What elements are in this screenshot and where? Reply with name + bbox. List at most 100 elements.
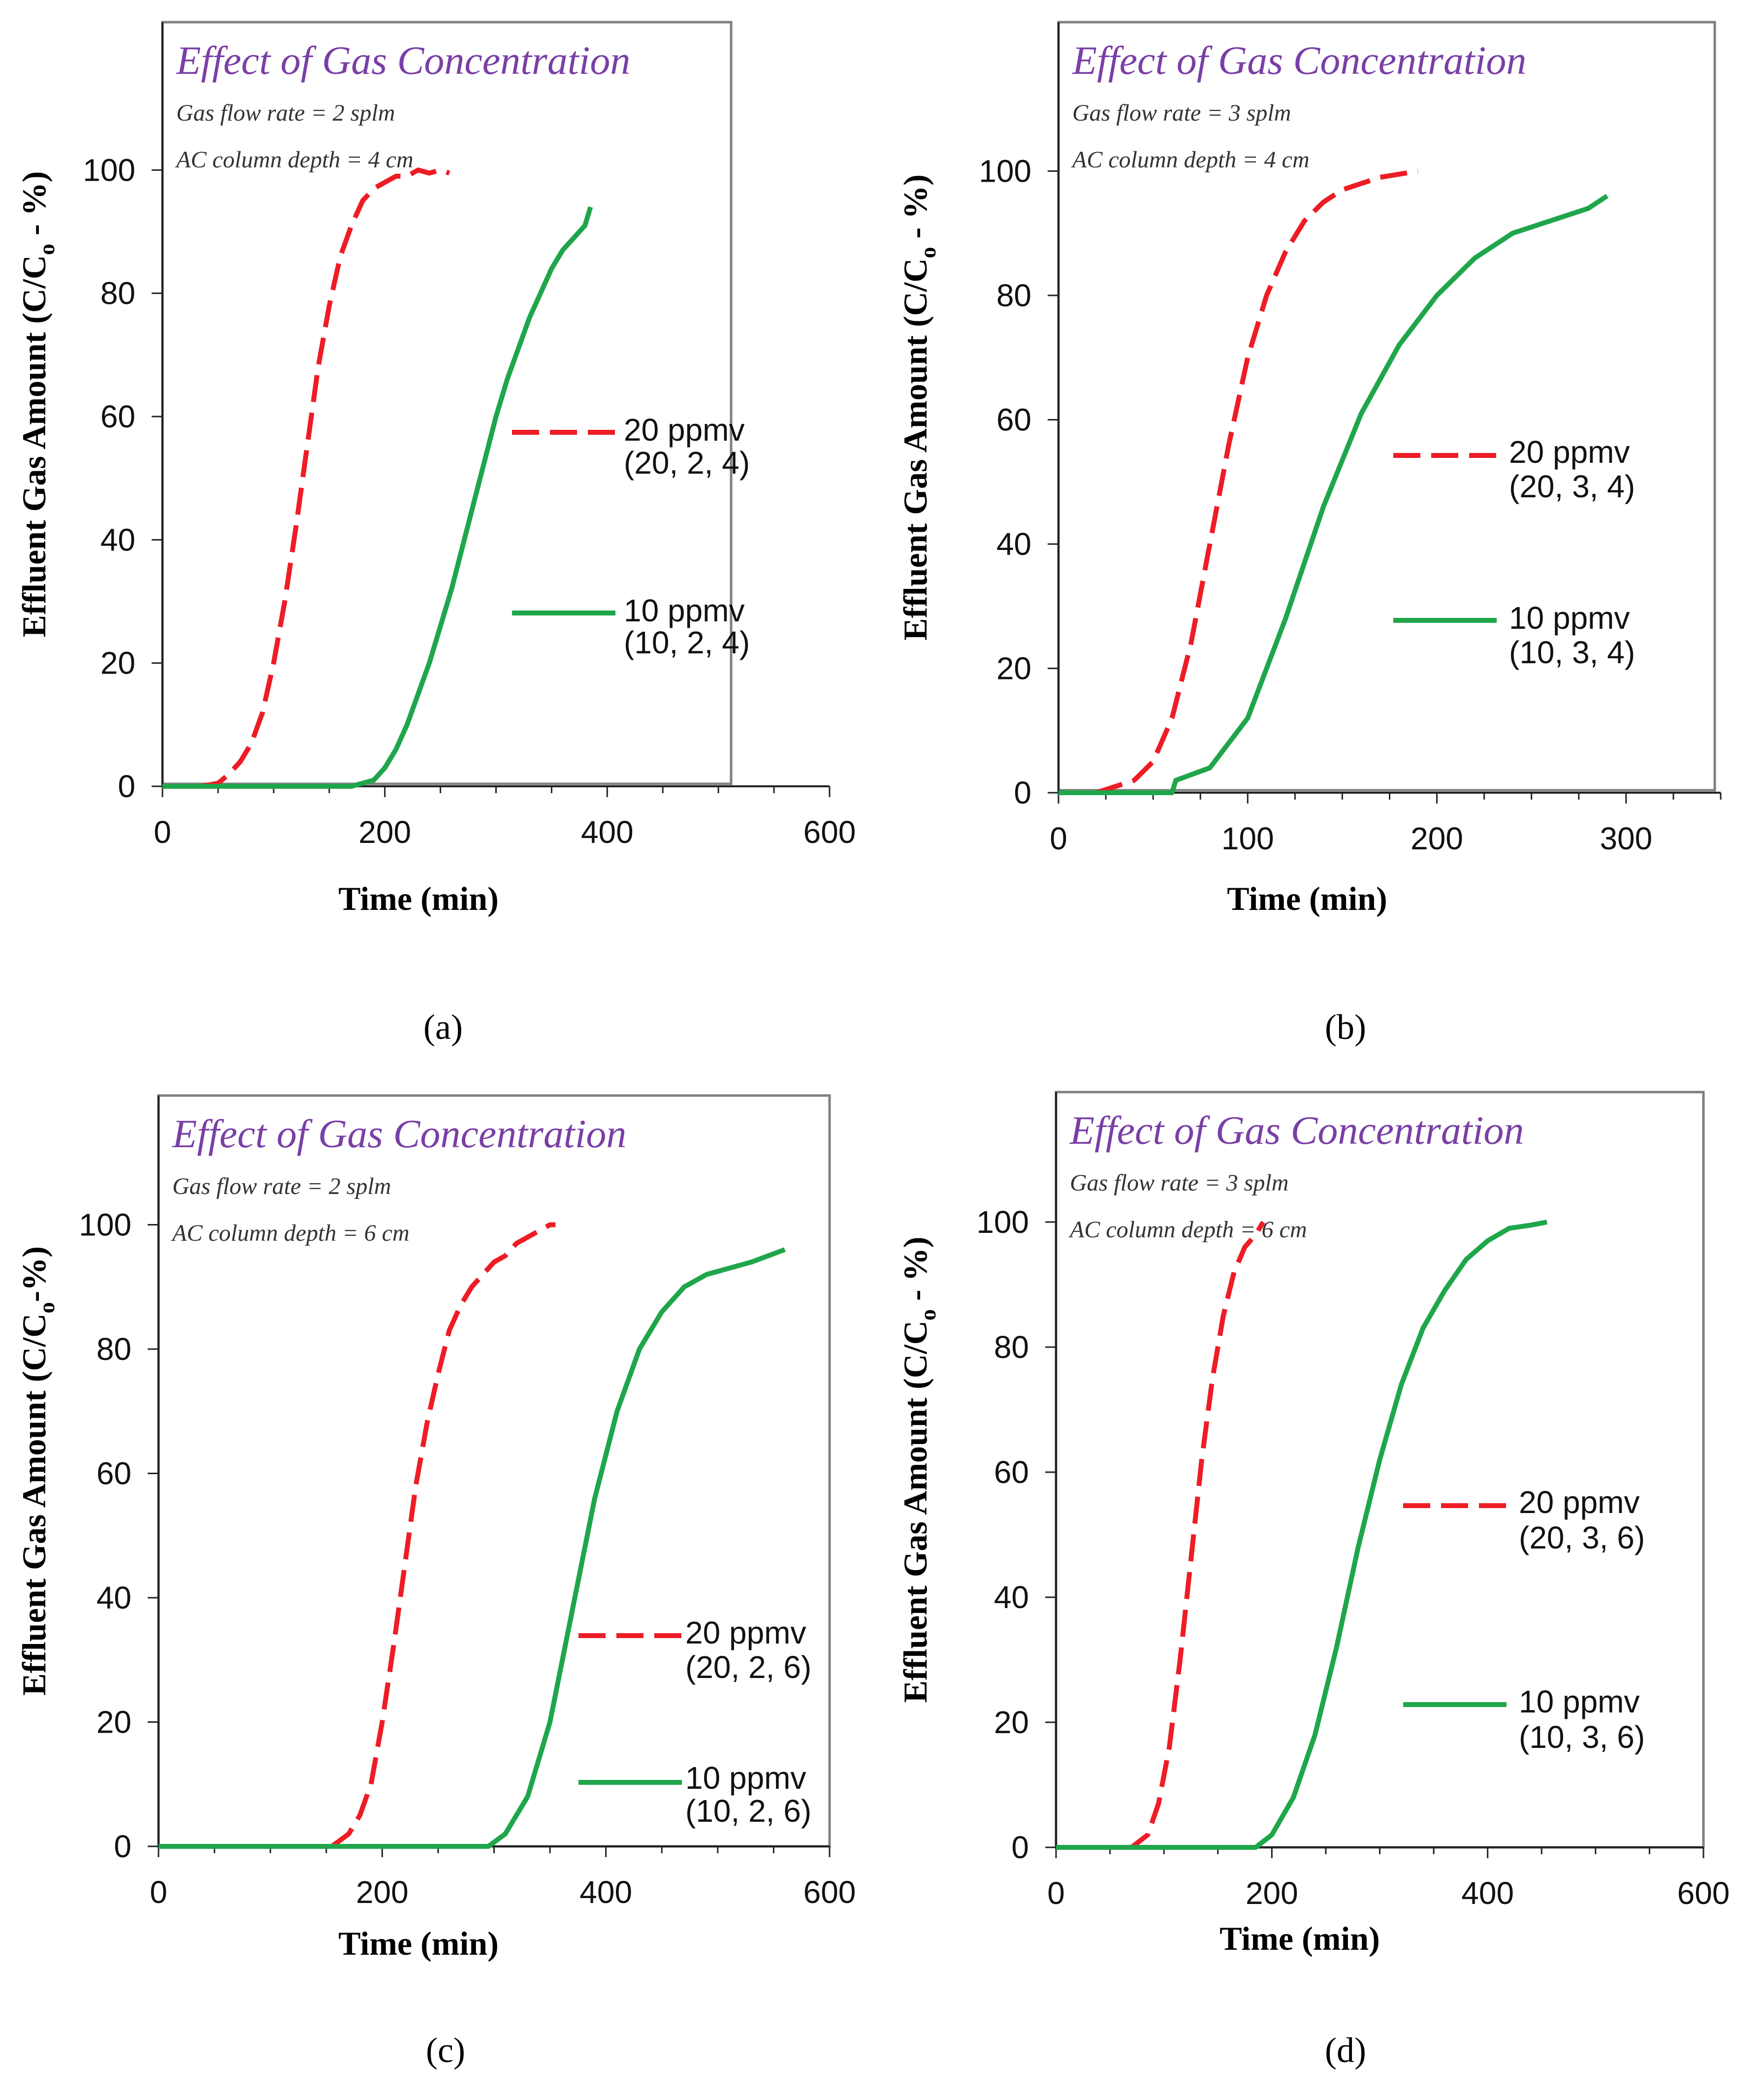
y-axis-label-main: Effluent Gas Amount (C/C [15,1313,53,1695]
x-tick-label: 600 [803,1874,856,1910]
y-tick-label: 100 [976,1204,1029,1240]
series-line-10-ppmv [159,1247,786,1849]
x-axis-label: Time (min) [1227,880,1387,917]
legend-label: 20 ppmv [1519,1484,1639,1520]
y-axis-label-sub: o [915,247,940,258]
x-tick-label: 200 [1246,1875,1298,1911]
y-axis-label: Effluent Gas Amount (C/Co-%) [15,1246,59,1696]
y-axis-label-main: Effluent Gas Amount (C/C [15,255,53,637]
x-axis-label: Time (min) [338,1925,499,1962]
x-tick-label: 400 [579,1874,632,1910]
legend-params: (10, 3, 4) [1509,635,1635,670]
y-tick-label: 100 [83,152,135,188]
y-tick-label: 20 [96,1705,131,1740]
series-line-10-ppmv [162,206,593,789]
panel-label: (d) [1325,2031,1366,2070]
chart-annotation: AC column depth = 4 cm [175,147,414,173]
y-tick-label: 40 [996,526,1031,562]
y-tick-label: 20 [996,651,1031,686]
y-axis-label-main: Effluent Gas Amount (C/C [897,1321,934,1703]
y-tick-label: 0 [1011,1830,1029,1865]
x-tick-label: 200 [356,1874,409,1910]
chart-title: Effect of Gas Concentration [172,1111,626,1156]
legend-label: 10 ppmv [685,1760,806,1796]
y-tick-label: 40 [100,522,135,557]
chart-panel-a: 0 200 400 600 0 20 40 60 80 100 Time (min) Effluent… [15,21,856,1047]
legend-label: 20 ppmv [685,1615,806,1650]
legend-label: 20 ppmv [1509,434,1630,470]
x-tick-label: 0 [154,814,171,850]
series-line-10-ppmv [1058,193,1609,795]
y-tick-label: 60 [994,1454,1029,1490]
legend-label: 10 ppmv [1519,1684,1639,1719]
y-tick-label: 40 [96,1580,131,1615]
panel-label: (b) [1325,1007,1366,1047]
y-axis-label: Effluent Gas Amount (C/Co - %) [15,171,59,638]
panel-label: (c) [426,2031,465,2070]
chart-title: Effect of Gas Concentration [176,38,630,83]
chart-panel-b: 0 100 200 300 0 20 40 60 80 100 Time (min) Effluent… [897,21,1722,1047]
y-axis-label-tail: - %) [897,174,934,247]
y-tick-label: 60 [100,399,135,434]
y-tick-label: 60 [996,402,1031,438]
chart-annotation: Gas flow rate = 2 splm [176,100,395,126]
x-axis-label: Time (min) [338,880,499,917]
chart-annotation: AC column depth = 6 cm [1068,1217,1307,1243]
plot-frame [157,1094,831,1848]
y-axis-label-tail: - %) [897,1237,934,1309]
series-line-10-ppmv [1056,1220,1548,1850]
y-axis-label-sub: o [915,1309,940,1321]
chart-annotation: AC column depth = 6 cm [171,1220,410,1246]
y-tick-label: 0 [118,769,135,804]
y-tick-label: 0 [114,1829,131,1864]
y-tick-label: 60 [96,1456,131,1491]
legend-label: 10 ppmv [624,593,744,628]
y-axis-label: Effluent Gas Amount (C/Co - %) [897,174,940,641]
chart-title: Effect of Gas Concentration [1072,38,1526,83]
y-axis-label-sub: o [34,244,59,255]
chart-title: Effect of Gas Concentration [1069,1108,1524,1153]
legend-label: 20 ppmv [624,412,744,448]
y-tick-label: 0 [1014,775,1031,810]
y-tick-label: 80 [994,1329,1029,1365]
legend-label: 10 ppmv [1509,600,1630,636]
chart-annotation: Gas flow rate = 2 splm [172,1173,391,1199]
chart-annotation: Gas flow rate = 3 splm [1072,100,1291,126]
x-tick-label: 300 [1600,821,1652,856]
y-axis-label-tail: - %) [15,171,53,244]
x-tick-label: 400 [581,814,634,850]
x-tick-label: 0 [150,1874,167,1910]
x-tick-label: 600 [803,814,856,850]
y-axis-label-sub: o [34,1302,59,1313]
chart-annotation: Gas flow rate = 3 splm [1070,1170,1288,1196]
y-tick-label: 80 [996,278,1031,313]
y-tick-label: 100 [79,1207,131,1243]
x-axis-label: Time (min) [1219,1920,1380,1957]
legend-params: (10, 3, 6) [1519,1719,1645,1755]
y-tick-label: 20 [994,1705,1029,1740]
chart-annotation: AC column depth = 4 cm [1071,147,1310,173]
legend-params: (20, 3, 6) [1519,1520,1645,1555]
legend-params: (20, 2, 6) [685,1649,811,1685]
series-line-20-ppmv [201,167,450,789]
legend-params: (20, 2, 4) [624,445,750,481]
x-tick-label: 0 [1050,821,1067,856]
panel-label: (a) [423,1007,463,1047]
x-tick-label: 200 [1411,821,1463,856]
chart-panel-c: 0 200 400 600 0 20 40 60 80 100 Time (min) Effluent… [15,1094,856,2070]
chart-panel-d: 0 200 400 600 0 20 40 60 80 100 Time (min) Effluent… [897,1091,1730,2070]
legend-params: (10, 2, 4) [624,625,750,660]
series-line-20-ppmv [1088,1221,1266,1850]
y-tick-label: 80 [100,276,135,311]
y-tick-label: 40 [994,1580,1029,1615]
legend-params: (10, 2, 6) [685,1793,811,1829]
legend-params: (20, 3, 4) [1509,469,1635,504]
y-tick-label: 100 [979,154,1031,189]
series-line-20-ppmv [1095,168,1418,795]
x-tick-label: 200 [358,814,411,850]
plot-frame [161,21,733,785]
x-tick-label: 100 [1221,821,1274,856]
x-tick-label: 0 [1047,1875,1065,1911]
series-line-20-ppmv [330,1222,556,1849]
